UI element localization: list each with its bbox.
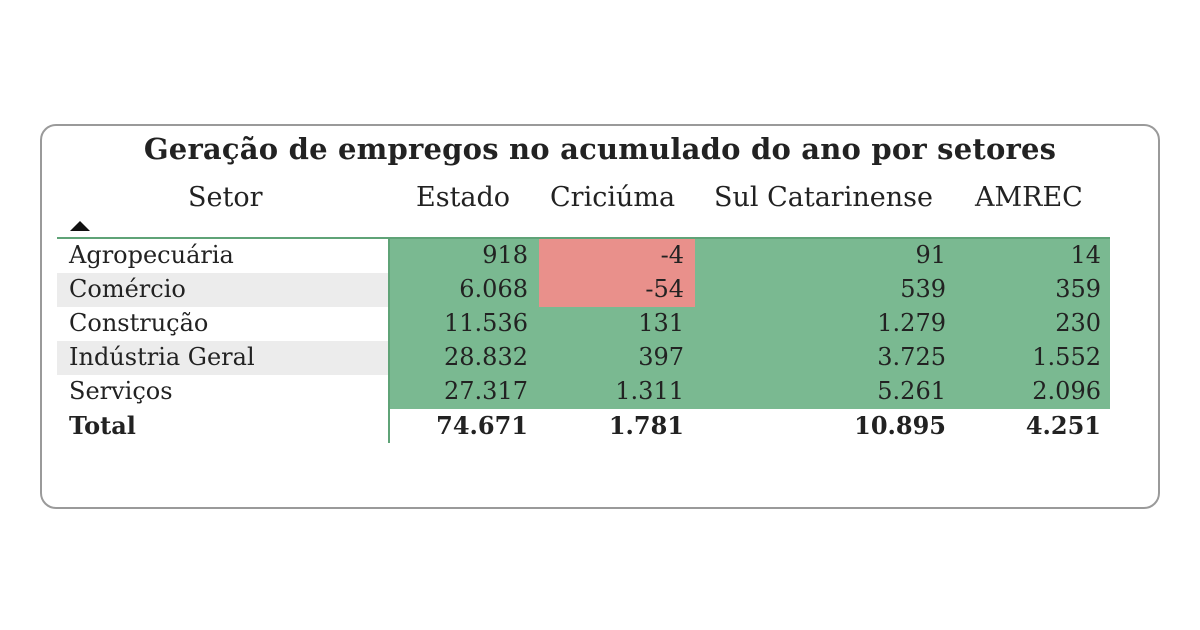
total-label: Total — [69, 411, 136, 440]
sort-ascending-icon[interactable] — [70, 221, 90, 231]
cell-amrec: 1.552 — [957, 341, 1110, 375]
cell-estado: 11.536 — [390, 307, 539, 341]
table-row: Construção 11.536 131 1.279 230 — [57, 307, 1110, 341]
cell-criciuma: -54 — [539, 273, 695, 307]
header-sul-catarinense[interactable]: Sul Catarinense — [714, 182, 933, 213]
cell-criciuma: 397 — [539, 341, 695, 375]
total-amrec: 4.251 — [1025, 411, 1101, 440]
header-divider — [57, 237, 1110, 239]
total-row: Total 74.671 1.781 10.895 4.251 — [57, 409, 1110, 443]
cell-sul-catarinense: 3.725 — [695, 341, 957, 375]
cell-sul-catarinense: 539 — [695, 273, 957, 307]
cell-estado: 27.317 — [390, 375, 539, 409]
row-label: Construção — [69, 309, 209, 337]
total-estado: 74.671 — [436, 411, 528, 440]
cell-criciuma: 131 — [539, 307, 695, 341]
cell-sul-catarinense: 5.261 — [695, 375, 957, 409]
cell-amrec: 2.096 — [957, 375, 1110, 409]
row-label: Serviços — [69, 377, 173, 405]
cell-criciuma: -4 — [539, 239, 695, 273]
total-criciuma: 1.781 — [608, 411, 684, 440]
header-criciuma[interactable]: Criciúma — [550, 182, 676, 213]
table-row: Serviços 27.317 1.311 5.261 2.096 — [57, 375, 1110, 409]
cell-amrec: 359 — [957, 273, 1110, 307]
header-setor[interactable]: Setor — [188, 182, 263, 213]
header-estado[interactable]: Estado — [416, 182, 511, 213]
cell-criciuma: 1.311 — [539, 375, 695, 409]
cell-sul-catarinense: 91 — [695, 239, 957, 273]
row-label: Indústria Geral — [57, 341, 388, 375]
total-sul-catarinense: 10.895 — [854, 411, 946, 440]
cell-sul-catarinense: 1.279 — [695, 307, 957, 341]
table-title: Geração de empregos no acumulado do ano … — [143, 132, 1057, 166]
cell-estado: 918 — [390, 239, 539, 273]
cell-amrec: 14 — [957, 239, 1110, 273]
table-row: Comércio 6.068 -54 539 359 — [57, 273, 1110, 307]
table-row: Indústria Geral 28.832 397 3.725 1.552 — [57, 341, 1110, 375]
row-label: Comércio — [57, 273, 388, 307]
table-row: Agropecuária 918 -4 91 14 — [57, 239, 1110, 273]
cell-estado: 6.068 — [390, 273, 539, 307]
cell-estado: 28.832 — [390, 341, 539, 375]
header-amrec[interactable]: AMREC — [975, 182, 1083, 213]
cell-amrec: 230 — [957, 307, 1110, 341]
table-card: Geração de empregos no acumulado do ano … — [40, 124, 1160, 509]
column-divider — [388, 237, 390, 443]
row-label: Agropecuária — [69, 241, 234, 269]
